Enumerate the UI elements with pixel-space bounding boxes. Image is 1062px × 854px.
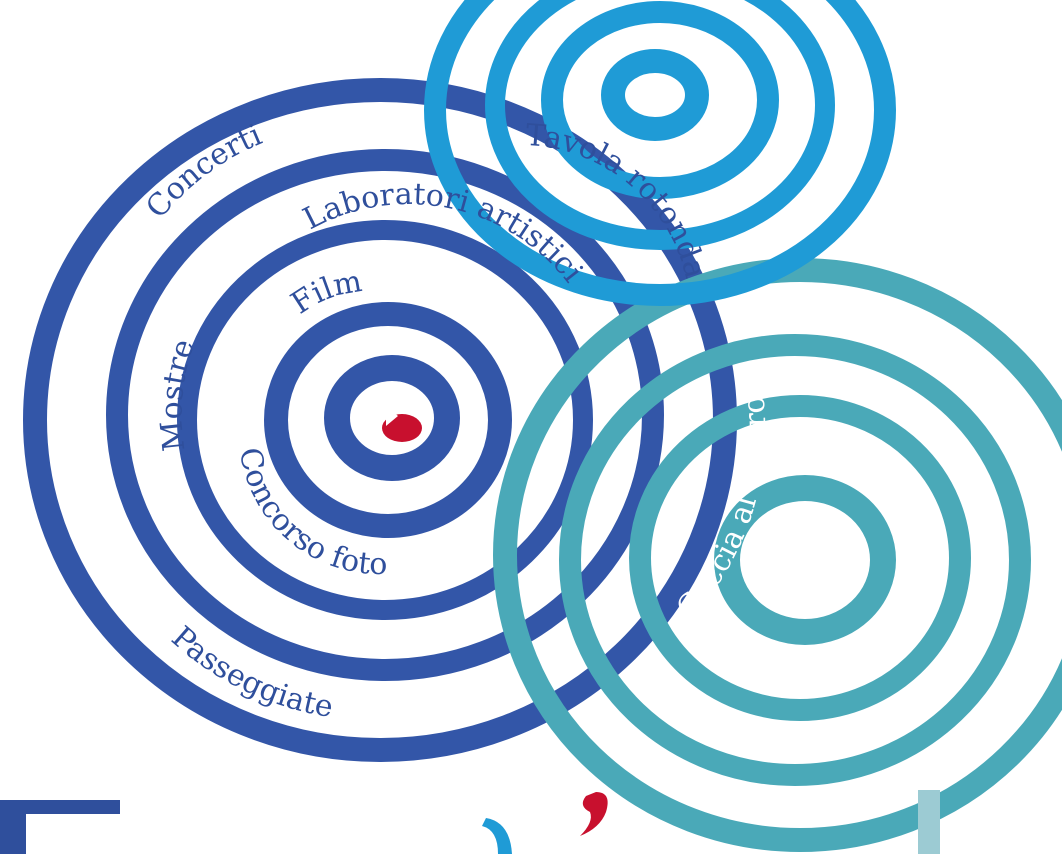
letter-fragment-curve	[482, 818, 512, 854]
teal-bar	[918, 790, 940, 854]
teal-ring-4	[714, 475, 896, 645]
letter-fragment-f-bar	[0, 800, 120, 814]
dark-ring-5	[324, 355, 460, 481]
cropped-title-lettering	[0, 792, 608, 854]
sky-ring-2	[485, 0, 835, 250]
sky-ring-4	[601, 49, 709, 141]
white-arrow-marker	[386, 406, 398, 426]
dark-ring-2	[106, 149, 664, 681]
dark-ring-3	[177, 220, 593, 620]
sky-ring-3	[541, 1, 779, 199]
sky-blue-spiral	[424, 0, 896, 306]
apostrophe-mark	[580, 792, 608, 836]
teal-ring-3	[629, 395, 971, 721]
teal-spiral	[493, 258, 1062, 854]
teal-ring-2	[559, 334, 1031, 786]
teal-ring-outer	[493, 258, 1062, 852]
sky-ring-outer	[424, 0, 896, 306]
dark-ring-4	[264, 302, 512, 538]
